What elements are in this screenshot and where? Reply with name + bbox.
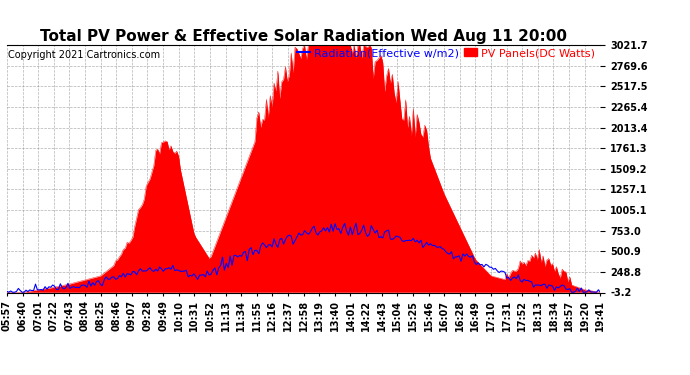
Title: Total PV Power & Effective Solar Radiation Wed Aug 11 20:00: Total PV Power & Effective Solar Radiati… [40, 29, 567, 44]
Text: Copyright 2021 Cartronics.com: Copyright 2021 Cartronics.com [8, 50, 160, 60]
Legend: Radiation(Effective w/m2), PV Panels(DC Watts): Radiation(Effective w/m2), PV Panels(DC … [297, 48, 595, 58]
